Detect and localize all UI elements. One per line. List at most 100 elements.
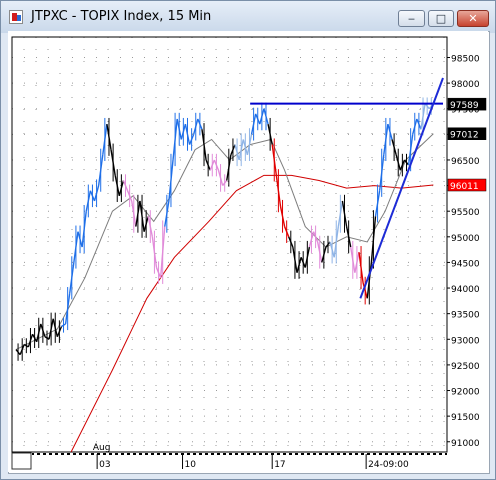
y-tick-label: 94500 xyxy=(451,259,480,269)
y-tick-label: 93000 xyxy=(451,336,480,346)
x-axis-dash xyxy=(442,453,445,456)
window-title: JTPXC - TOPIX Index, 15 Min xyxy=(31,9,212,24)
x-axis-dash xyxy=(262,453,265,456)
x-axis-dash xyxy=(286,453,289,456)
x-axis-dash xyxy=(112,453,115,456)
x-axis-dash xyxy=(106,453,109,456)
x-axis-dash xyxy=(202,453,205,456)
price-label: 97589 xyxy=(450,101,479,111)
y-tick-label: 95500 xyxy=(451,208,480,218)
x-axis-dash xyxy=(184,453,187,456)
x-month-label: Aug xyxy=(93,443,111,453)
chart-app-icon[interactable] xyxy=(9,10,23,24)
x-axis-dash xyxy=(244,453,247,456)
x-axis-dash xyxy=(232,453,235,456)
x-axis-dash xyxy=(376,453,379,456)
x-axis-dash xyxy=(214,453,217,456)
minimize-icon: ‒ xyxy=(408,12,415,25)
fast-ma-line xyxy=(15,133,434,350)
x-axis-dash xyxy=(154,453,157,456)
x-axis-dash xyxy=(394,453,397,456)
x-axis-dash xyxy=(346,453,349,456)
x-axis-dash xyxy=(436,453,439,456)
x-axis-dash xyxy=(148,453,151,456)
price-label-box xyxy=(447,127,487,140)
x-axis-dash xyxy=(274,453,277,456)
x-axis-dash xyxy=(316,453,319,456)
slow-ma-line xyxy=(70,174,434,453)
minimize-button[interactable]: ‒ xyxy=(398,10,425,27)
x-axis-dash xyxy=(268,453,271,456)
x-axis-dash xyxy=(238,453,241,456)
x-axis-dash xyxy=(292,453,295,456)
slow-moving-average xyxy=(70,174,434,453)
x-axis-dash xyxy=(382,453,385,456)
x-tick-label: 17 xyxy=(274,460,285,470)
x-axis-dash xyxy=(82,453,85,456)
y-tick-label: 93500 xyxy=(451,311,480,321)
x-axis-dash xyxy=(412,453,415,456)
x-axis-dash xyxy=(46,453,49,456)
y-tick-label: 94000 xyxy=(451,285,480,295)
x-axis-dash xyxy=(298,453,301,456)
x-axis-dash xyxy=(280,453,283,456)
x-axis-dash xyxy=(364,453,367,456)
x-tick-label: 03 xyxy=(99,460,110,470)
x-axis-dash xyxy=(76,453,79,456)
price-label-box xyxy=(447,178,487,192)
x-axis-dash xyxy=(430,453,433,456)
x-axis-dash xyxy=(334,453,337,456)
x-axis-dash xyxy=(388,453,391,456)
maximize-button[interactable]: □ xyxy=(428,10,454,27)
price-labels: 97589 97012 96011 xyxy=(447,97,487,192)
x-axis-dash xyxy=(118,453,121,456)
x-axis-dash xyxy=(370,453,373,456)
close-icon: ✕ xyxy=(468,12,478,25)
x-axis-dash xyxy=(142,453,145,456)
x-axis-dash xyxy=(58,453,61,456)
x-axis-dash xyxy=(130,453,133,456)
x-axis-dash xyxy=(424,453,427,456)
fast-moving-average xyxy=(15,133,434,350)
x-axis-dash xyxy=(166,453,169,456)
price-label-box xyxy=(447,97,487,111)
x-axis-dash xyxy=(358,453,361,456)
close-button[interactable]: ✕ xyxy=(457,10,489,27)
x-axis-dash xyxy=(340,453,343,456)
y-tick-label: 92500 xyxy=(451,362,480,372)
price-chart[interactable]: 9850098000975009700096500960009550095000… xyxy=(8,31,488,472)
x-axis-dash xyxy=(136,453,139,456)
x-tick-label: 10 xyxy=(185,460,197,470)
x-axis-dash xyxy=(172,453,175,456)
y-tick-label: 97500 xyxy=(451,106,480,116)
plot-border xyxy=(11,36,448,453)
scroll-thumb[interactable] xyxy=(11,452,32,470)
x-axis-dash xyxy=(196,453,199,456)
x-tick-label: 24-09:00 xyxy=(368,460,409,470)
y-tick-label: 91000 xyxy=(451,439,480,449)
y-tick-label: 92000 xyxy=(451,388,480,398)
x-axis-dash xyxy=(310,453,313,456)
x-axis-dash xyxy=(94,453,97,456)
title-bar[interactable]: JTPXC - TOPIX Index, 15 Min ‒ □ ✕ xyxy=(1,1,495,33)
y-tick-label: 96500 xyxy=(451,157,480,167)
x-axis-dash xyxy=(64,453,67,456)
x-axis-dash xyxy=(178,453,181,456)
price-label: 96011 xyxy=(450,182,479,192)
x-axis-dash xyxy=(52,453,55,456)
x-axis-dash xyxy=(256,453,259,456)
x-axis-dash xyxy=(190,453,193,456)
x-axis-dash xyxy=(34,453,37,456)
price-series xyxy=(15,97,434,361)
x-axis-dash xyxy=(160,453,163,456)
x-axis-dash xyxy=(400,453,403,456)
x-axis-dash xyxy=(304,453,307,456)
price-label: 97012 xyxy=(450,131,479,141)
y-tick-label: 98000 xyxy=(451,80,480,90)
x-axis-dash xyxy=(220,453,223,456)
x-axis-dash xyxy=(70,453,73,456)
x-axis-dash xyxy=(322,453,325,456)
x-axis: 03 10 17 24-09:00 Aug xyxy=(32,443,447,470)
x-axis-dash xyxy=(226,453,229,456)
x-axis-dash xyxy=(250,453,253,456)
